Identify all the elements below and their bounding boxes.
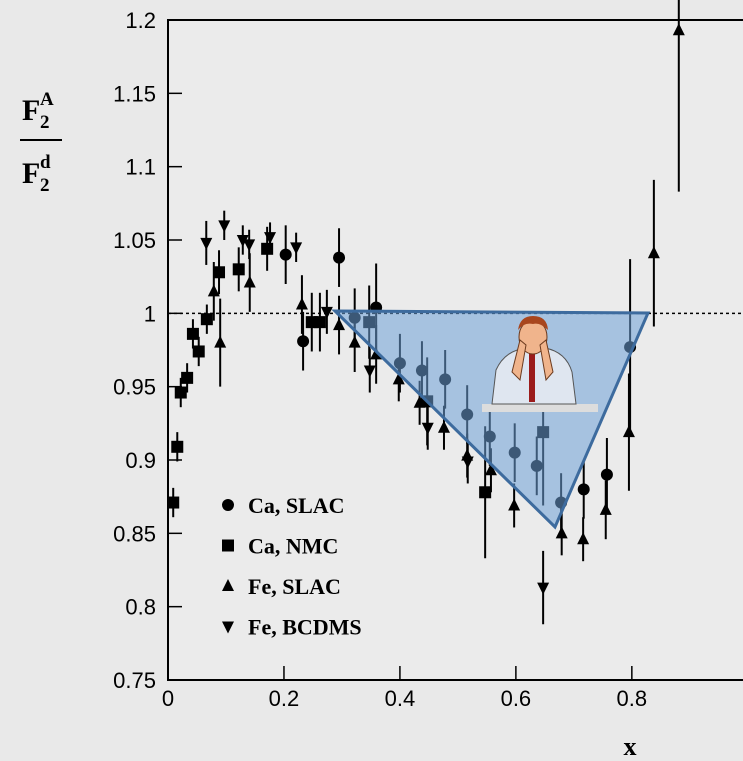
marker-circle <box>297 335 310 348</box>
legend-label: Fe, BCDMS <box>248 615 362 640</box>
marker-triangle-up <box>672 23 685 36</box>
y-label-superscript: A <box>40 89 54 110</box>
tie <box>529 350 535 402</box>
marker-square <box>200 313 213 326</box>
marker-triangle-down <box>320 306 333 319</box>
marker-square <box>186 327 199 340</box>
marker-circle <box>577 483 590 496</box>
marker-triangle-down <box>290 242 303 255</box>
marker-circle <box>279 248 292 261</box>
y-label-symbol: F <box>22 94 40 127</box>
marker-square <box>174 386 187 399</box>
marker-triangle-up <box>214 335 227 348</box>
marker-triangle-up <box>508 498 521 511</box>
marker-triangle-down <box>236 235 249 247</box>
marker-triangle-down <box>537 582 550 595</box>
desk <box>482 404 598 412</box>
y-tick-label: 1.2 <box>125 8 156 33</box>
x-axis-label: x <box>624 732 637 761</box>
x-tick-label: 0.2 <box>269 686 300 711</box>
marker-square <box>167 496 180 509</box>
y-tick-label: 1.15 <box>113 81 156 106</box>
marker-triangle-up <box>437 420 450 433</box>
marker-square <box>181 371 194 384</box>
marker-triangle-down <box>461 456 474 469</box>
x-tick-label: 0.6 <box>501 686 532 711</box>
y-tick-label: 0.95 <box>113 375 156 400</box>
marker-triangle-up <box>348 335 361 348</box>
marker-square <box>479 486 492 499</box>
marker-circle <box>600 468 613 481</box>
marker-triangle-down <box>264 232 277 245</box>
legend-label: Fe, SLAC <box>248 574 341 599</box>
overlay-illustration <box>331 309 651 530</box>
marker-triangle-up <box>413 395 426 408</box>
marker-triangle-up <box>577 532 590 545</box>
marker-triangle-down <box>363 365 376 378</box>
marker-square <box>213 266 226 279</box>
marker-square <box>222 539 234 552</box>
marker-triangle-up <box>647 246 660 259</box>
marker-triangle-up <box>599 502 612 515</box>
marker-triangle-down <box>243 239 256 252</box>
marker-triangle-up <box>295 297 308 310</box>
marker-triangle-up <box>222 579 234 591</box>
marker-triangle-down <box>421 422 434 435</box>
y-tick-label: 0.9 <box>125 448 156 473</box>
marker-triangle-up <box>622 425 635 438</box>
y-label-superscript: d <box>40 152 51 173</box>
marker-triangle-down <box>222 621 234 634</box>
y-tick-label: 1.1 <box>125 155 156 180</box>
marker-circle <box>222 499 234 511</box>
y-tick-label: 1 <box>144 301 156 326</box>
person-arms <box>511 339 554 382</box>
legend: Ca, SLAC Ca, NMC Fe, SLAC Fe, BCDMS <box>222 493 362 640</box>
y-label-subscript: 2 <box>40 112 50 133</box>
x-tick-label: 0.8 <box>617 686 648 711</box>
marker-square <box>171 440 184 453</box>
marker-square <box>192 345 205 358</box>
legend-label: Ca, SLAC <box>248 493 345 518</box>
marker-triangle-up <box>243 275 256 288</box>
marker-square <box>232 263 245 276</box>
marker-circle <box>333 251 346 264</box>
x-tick-label: 0.4 <box>385 686 416 711</box>
y-tick-label: 0.85 <box>113 521 156 546</box>
marker-square <box>313 316 326 329</box>
marker-triangle-up <box>333 318 346 331</box>
marker-triangle-up <box>555 526 568 539</box>
person-hair <box>518 316 548 330</box>
y-label-subscript: 2 <box>40 175 50 196</box>
marker-triangle-up <box>392 372 405 385</box>
marker-triangle-down <box>218 220 231 233</box>
y-tick-label: 0.8 <box>125 595 156 620</box>
marker-square <box>261 242 274 255</box>
y-axis-label: F A2F d2 <box>20 89 62 196</box>
marker-triangle-down <box>200 237 213 250</box>
marker-triangle-up <box>207 284 220 297</box>
series <box>200 210 550 625</box>
y-label-symbol: F <box>22 157 40 190</box>
y-tick-label: 1.05 <box>113 228 156 253</box>
x-tick-label: 0 <box>162 686 174 711</box>
legend-label: Ca, NMC <box>248 534 338 559</box>
y-tick-label: 0.75 <box>113 668 156 693</box>
marker-triangle-up <box>484 463 497 476</box>
